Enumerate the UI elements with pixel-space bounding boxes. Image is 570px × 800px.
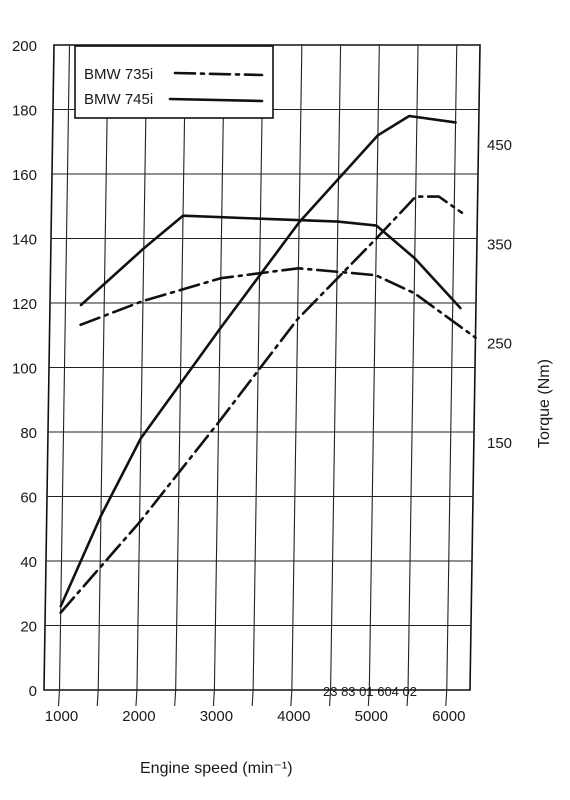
grid-line-vertical: [97, 44, 109, 691]
figure-code: 23 83 01 604 02: [323, 684, 417, 699]
grid-line-vertical: [330, 44, 342, 691]
x-tick-mark: [290, 689, 293, 707]
y-right-tick-label: 350: [487, 236, 512, 253]
legend-swatch-solid: [168, 97, 264, 103]
legend-label-bmw-745i: BMW 745i: [84, 91, 153, 108]
grid-line-vertical: [175, 44, 187, 691]
x-tick-mark: [445, 689, 448, 707]
y-left-tick-label: 20: [20, 619, 37, 636]
x-tick-mark: [96, 689, 99, 707]
legend-swatch-dash-dot: [173, 71, 264, 77]
grid-line-vertical: [407, 44, 419, 691]
y-left-tick-label: 180: [12, 103, 37, 120]
grid-line-vertical: [252, 44, 264, 691]
y-left-tick-label: 200: [12, 38, 37, 55]
legend: BMW 735i BMW 745i: [74, 45, 274, 119]
x-tick-mark: [135, 689, 138, 707]
y-right-tick-label: 450: [487, 137, 512, 154]
grid-line-vertical: [446, 44, 458, 691]
x-tick-mark: [251, 689, 254, 707]
y-left-tick-label: 100: [12, 361, 37, 378]
y-left-tick-label: 80: [20, 425, 37, 442]
plot-frame: [43, 44, 481, 691]
grid-line-vertical: [136, 44, 148, 691]
y-right-axis-title: Torque (Nm): [536, 359, 553, 448]
y-left-tick-label: 140: [12, 232, 37, 249]
series-power-bmw-745i: [59, 114, 457, 608]
grid-line-vertical: [58, 44, 71, 691]
grid-line-vertical: [368, 44, 380, 691]
x-tick-label: 2000: [122, 708, 155, 725]
legend-label-bmw-735i: BMW 735i: [84, 66, 153, 83]
x-tick-mark: [57, 689, 61, 707]
x-tick-mark: [212, 689, 215, 707]
series-torque-bmw-745i: [79, 214, 462, 310]
grid-lines: [43, 44, 481, 707]
x-tick-mark: [329, 689, 332, 707]
y-left-tick-label: 40: [20, 554, 37, 571]
y-right-tick-label: 150: [487, 435, 512, 452]
x-tick-mark: [174, 689, 177, 707]
y-left-tick-label: 60: [20, 490, 37, 507]
x-tick-mark: [406, 689, 409, 707]
x-tick-label: 4000: [277, 708, 310, 725]
y-right-tick-label: 250: [487, 336, 512, 353]
x-tick-mark: [367, 689, 370, 707]
grid-line-vertical: [213, 44, 225, 691]
x-tick-label: 3000: [200, 708, 233, 725]
y-left-tick-label: 120: [12, 296, 37, 313]
x-tick-label: 1000: [45, 708, 78, 725]
series-power-bmw-735i: [59, 195, 464, 614]
x-tick-label: 6000: [432, 708, 465, 725]
y-left-tick-label: 160: [12, 167, 37, 184]
x-axis-title: Engine speed (min⁻¹): [140, 760, 293, 777]
curves: [59, 114, 477, 614]
tick-labels: 0 20 40 60 80 100 120 140 160 180 200 150 250 350 450 1…: [12, 38, 512, 725]
y-left-tick-label: 0: [29, 683, 37, 700]
grid-line-vertical: [291, 44, 303, 691]
legend-box: [74, 45, 274, 119]
x-tick-label: 5000: [355, 708, 388, 725]
series-torque-bmw-735i: [79, 266, 477, 340]
